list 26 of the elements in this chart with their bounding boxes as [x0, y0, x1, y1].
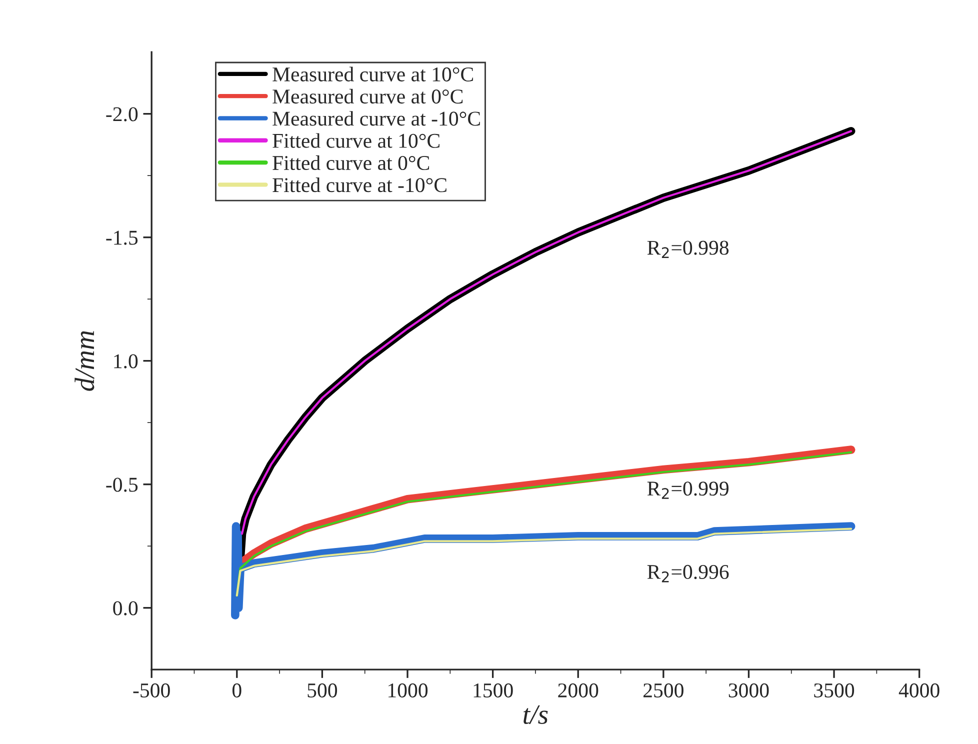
x-tick-label: 2500	[643, 683, 684, 698]
x-tick-label: 3500	[814, 683, 854, 698]
annotation: R$_{2}$=0.999	[647, 482, 728, 499]
legend-label: Measured curve at 10°C	[272, 66, 473, 82]
legend-label: Measured curve at 0°C	[272, 88, 463, 104]
annotation: R$_{2}$=0.996	[647, 564, 729, 582]
x-tick-label: 1500	[474, 683, 513, 698]
x-tick-label: 0	[232, 683, 242, 698]
y-tick-label: -0.5	[106, 478, 138, 492]
y-tick-label: 1.0	[114, 354, 138, 368]
x-axis-title: t/s	[524, 705, 548, 724]
x-tick-label: -500	[133, 683, 170, 698]
x-tick-label: 1000	[388, 683, 428, 698]
annotation: R$_{2}$=0.998	[647, 240, 729, 258]
legend-label: Fitted curve at 0°C	[272, 155, 430, 170]
legend-label: Fitted curve at -10°C	[272, 178, 446, 192]
y-axis-title: d/mm	[74, 331, 94, 391]
x-tick-label: 500	[308, 683, 338, 698]
y-tick-label: -2.0	[106, 107, 138, 122]
x-tick-label: 4000	[898, 683, 940, 698]
y-tick-label: 0.0	[113, 601, 138, 616]
x-tick-label: 2000	[558, 683, 598, 698]
legend-label: Measured curve at -10°C	[272, 111, 480, 126]
y-tick-label: -1.5	[106, 230, 138, 245]
x-tick-label: 3000	[728, 683, 769, 698]
legend-label: Fitted curve at 10°C	[272, 133, 440, 148]
